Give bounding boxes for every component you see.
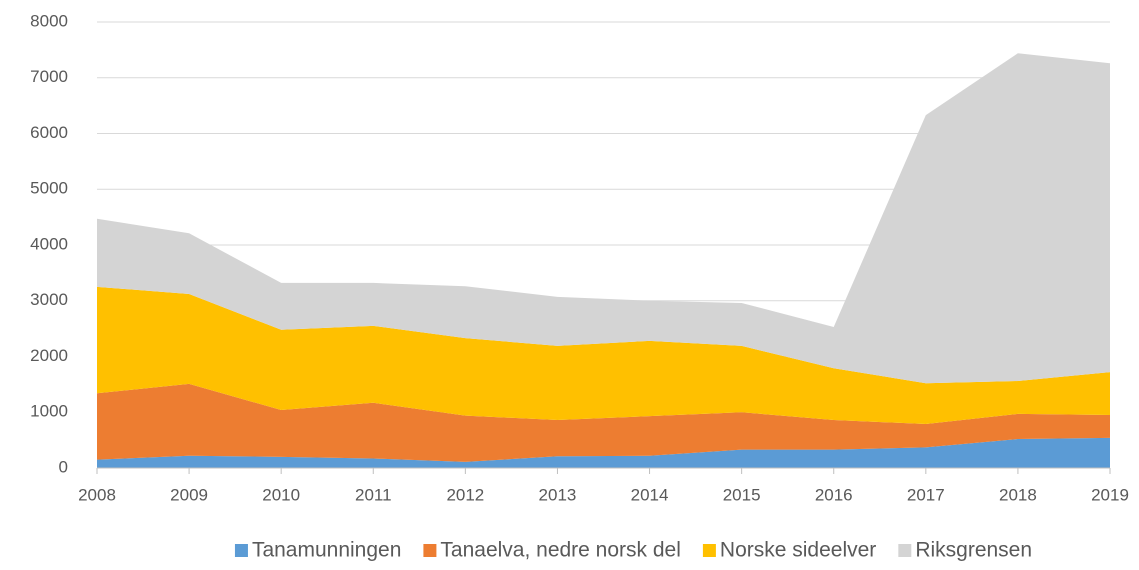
- area: [97, 437, 1110, 468]
- area: [97, 383, 1110, 462]
- y-tick-label: 0: [59, 457, 68, 476]
- x-tick-label: 2014: [631, 485, 669, 504]
- legend: Tanamunningen Tanaelva, nedre norsk del No…: [234, 539, 1032, 562]
- y-tick-label: 3000: [30, 290, 68, 309]
- legend-swatch: [898, 544, 912, 557]
- x-tick-label: 2019: [1091, 485, 1129, 504]
- areas: [97, 53, 1110, 468]
- y-tick-label: 4000: [30, 234, 68, 253]
- area: [97, 53, 1110, 384]
- y-tick-label: 5000: [30, 179, 68, 198]
- y-tick-label: 1000: [30, 402, 68, 421]
- y-tick-label: 2000: [30, 346, 68, 365]
- x-tick-label: 2008: [78, 485, 116, 504]
- legend-swatch: [702, 544, 716, 557]
- x-tick-label: 2011: [355, 485, 392, 504]
- x-tick-label: 2009: [170, 485, 208, 504]
- legend-swatch: [234, 544, 248, 557]
- x-tick-label: 2012: [446, 485, 484, 504]
- x-tick-label: 2017: [907, 485, 945, 504]
- legend-label: Norske sideelver: [720, 539, 876, 562]
- x-tick-label: 2010: [262, 485, 300, 504]
- y-tick-label: 7000: [30, 67, 68, 86]
- x-tick-label: 2013: [539, 485, 577, 504]
- x-tick-label: 2015: [723, 485, 761, 504]
- legend-label: Riksgrensen: [915, 539, 1032, 562]
- legend-label: Tanaelva, nedre norsk del: [440, 539, 681, 562]
- y-tick-label: 6000: [30, 123, 68, 142]
- y-tick-label: 8000: [30, 11, 68, 30]
- legend-label: Tanamunningen: [252, 539, 401, 562]
- x-tick-label: 2018: [999, 485, 1037, 504]
- axes: 0 1000 2000 3000 4000 5000 6000 7000 8000 2008 200…: [30, 11, 1129, 504]
- legend-swatch: [423, 544, 437, 557]
- x-tick-label: 2016: [815, 485, 853, 504]
- area: [97, 286, 1110, 424]
